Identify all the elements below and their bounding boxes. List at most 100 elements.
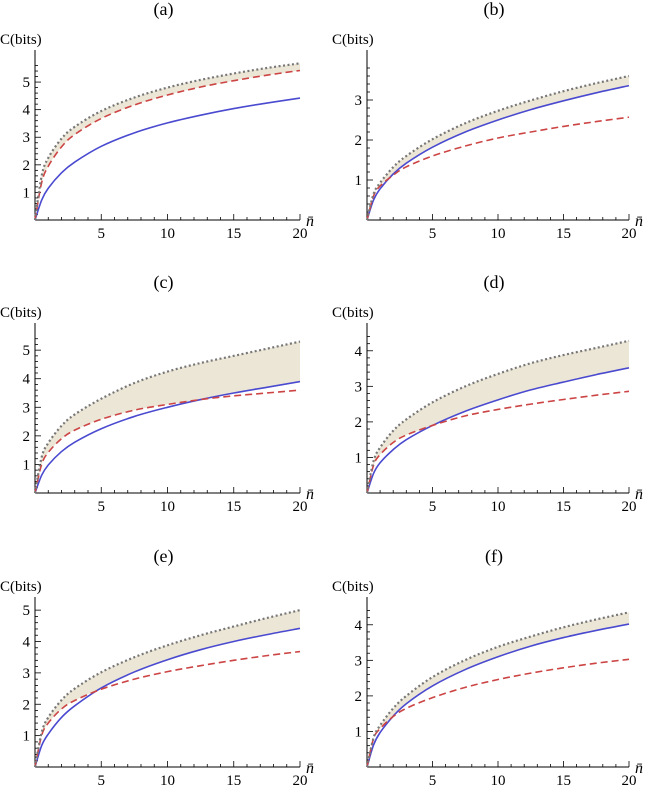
- x-tick-label: 5: [429, 499, 437, 515]
- series-line-dotted: [365, 339, 630, 494]
- chart-panel-5: 5 10 15 20 1 2 3 4 (f) C(bits) n̄: [332, 546, 643, 789]
- x-axis-label: n̄: [306, 213, 314, 230]
- x-tick-label: 20: [622, 499, 637, 515]
- x-tick-label: 15: [226, 226, 241, 242]
- shaded-band: [367, 340, 629, 493]
- x-tick-label: 15: [226, 773, 241, 789]
- y-axis-label: C(bits): [0, 32, 42, 48]
- y-tick-label: 2: [23, 697, 31, 713]
- series-line-dotted: [33, 609, 301, 768]
- series-line-dotted: [33, 340, 301, 494]
- y-tick-label: 3: [23, 400, 31, 416]
- series-line-solid: [34, 97, 301, 221]
- chart-title: (b): [484, 0, 505, 20]
- chart-title: (e): [154, 546, 174, 567]
- x-tick-label: 15: [226, 499, 241, 515]
- chart-panel-4: 5 10 15 20 1 2 3 4 5 (e) C(bits) n̄: [0, 546, 314, 789]
- y-axis-label: C(bits): [332, 32, 374, 48]
- series-line-dotted: [365, 74, 630, 221]
- x-tick-label: 10: [160, 499, 175, 515]
- x-axis-label: n̄: [306, 486, 314, 503]
- y-tick-label: 1: [355, 173, 363, 189]
- chart-title: (f): [485, 546, 503, 567]
- y-tick-label: 4: [23, 372, 31, 388]
- x-tick-label: 10: [160, 773, 175, 789]
- series-line-solid: [366, 623, 630, 768]
- x-tick-label: 5: [429, 226, 437, 242]
- x-axis-label: n̄: [306, 760, 314, 777]
- shaded-band: [35, 610, 300, 767]
- series-line-dashed: [34, 69, 301, 221]
- series-line-dashed: [366, 658, 630, 768]
- series-line-dotted: [33, 62, 301, 221]
- x-tick-label: 20: [622, 773, 637, 789]
- y-tick-label: 3: [355, 93, 363, 109]
- series-line-dashed: [34, 389, 301, 494]
- y-axis-label: C(bits): [332, 579, 374, 595]
- y-tick-label: 4: [355, 618, 363, 634]
- shaded-band: [35, 63, 300, 221]
- y-tick-label: 3: [23, 130, 31, 146]
- x-axis-label: n̄: [635, 213, 643, 230]
- series-line-dashed: [366, 116, 630, 221]
- y-tick-label: 2: [355, 133, 363, 149]
- x-axis-label: n̄: [635, 486, 643, 503]
- y-tick-label: 1: [355, 724, 363, 740]
- x-tick-label: 15: [556, 226, 571, 242]
- y-axis-label: C(bits): [332, 305, 374, 321]
- x-tick-label: 5: [98, 499, 106, 515]
- chart-panel-2: 5 10 15 20 1 2 3 4 5 (c) C(bits) n̄: [0, 272, 314, 515]
- x-tick-label: 20: [293, 773, 308, 789]
- shaded-band: [35, 341, 300, 493]
- y-tick-label: 4: [355, 344, 363, 360]
- x-tick-label: 10: [160, 226, 175, 242]
- y-tick-label: 5: [23, 343, 31, 359]
- x-tick-label: 20: [293, 499, 308, 515]
- y-tick-label: 5: [23, 603, 31, 619]
- chart-title: (d): [484, 272, 505, 293]
- y-tick-label: 2: [23, 158, 31, 174]
- x-tick-label: 5: [429, 773, 437, 789]
- y-tick-label: 3: [355, 653, 363, 669]
- y-tick-label: 1: [23, 457, 31, 473]
- x-tick-label: 15: [556, 499, 571, 515]
- chart-panel-0: 5 10 15 20 1 2 3 4 5 (a) C(bits) n̄: [0, 0, 314, 242]
- y-tick-label: 4: [23, 635, 31, 651]
- y-tick-label: 2: [355, 415, 363, 431]
- chart-title: (c): [154, 272, 174, 293]
- series-line-solid: [34, 627, 301, 768]
- x-tick-label: 10: [491, 226, 506, 242]
- series-line-solid: [366, 367, 630, 494]
- y-tick-label: 1: [23, 729, 31, 745]
- x-tick-label: 5: [98, 773, 106, 789]
- shaded-band: [367, 76, 629, 220]
- chart-panel-3: 5 10 15 20 1 2 3 4 (d) C(bits) n̄: [332, 272, 643, 515]
- y-tick-label: 2: [355, 689, 363, 705]
- series-line-dashed: [34, 650, 301, 768]
- x-axis-label: n̄: [635, 760, 643, 777]
- y-tick-label: 4: [23, 103, 31, 119]
- x-tick-label: 20: [293, 226, 308, 242]
- y-tick-label: 1: [23, 185, 31, 201]
- shaded-band: [367, 612, 629, 767]
- series-line-solid: [366, 84, 630, 221]
- x-tick-label: 10: [491, 499, 506, 515]
- y-tick-label: 3: [23, 666, 31, 682]
- series-line-solid: [34, 380, 301, 494]
- y-tick-label: 3: [355, 379, 363, 395]
- y-tick-label: 5: [23, 75, 31, 91]
- chart-panel-1: 5 10 15 20 1 2 3 (b) C(bits) n̄: [332, 0, 643, 242]
- y-axis-label: C(bits): [0, 579, 42, 595]
- series-line-dashed: [366, 390, 630, 494]
- chart-title: (a): [154, 0, 174, 20]
- x-tick-label: 15: [556, 773, 571, 789]
- y-tick-label: 1: [355, 450, 363, 466]
- x-tick-label: 5: [98, 226, 106, 242]
- series-line-dotted: [365, 611, 630, 768]
- y-axis-label: C(bits): [0, 305, 42, 321]
- x-tick-label: 20: [622, 226, 637, 242]
- x-tick-label: 10: [491, 773, 506, 789]
- y-tick-label: 2: [23, 429, 31, 445]
